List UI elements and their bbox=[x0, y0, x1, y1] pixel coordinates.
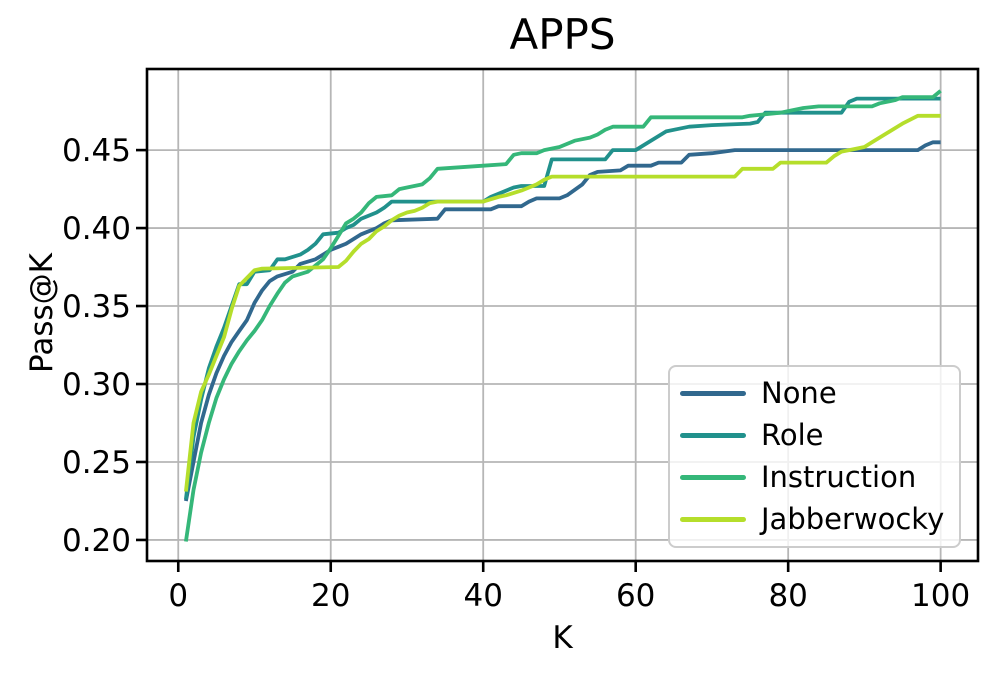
y-tick-label: 0.40 bbox=[62, 211, 131, 247]
chart-title: APPS bbox=[509, 10, 616, 59]
curve-instruction bbox=[184, 89, 942, 542]
legend-item-label: None bbox=[761, 376, 837, 411]
x-axis-label: K bbox=[552, 620, 573, 656]
legend: None Role Instruction Jabberwocky bbox=[668, 365, 961, 548]
legend-item-instruction: Instruction bbox=[680, 457, 953, 497]
x-tick-label: 60 bbox=[616, 578, 655, 614]
y-axis-label: Pass@K bbox=[24, 253, 60, 373]
y-tick-label: 0.20 bbox=[62, 523, 131, 559]
legend-item-label: Role bbox=[761, 418, 824, 453]
legend-swatch-icon bbox=[680, 391, 746, 397]
y-tick-label: 0.25 bbox=[62, 445, 131, 481]
y-tick-label: 0.30 bbox=[62, 367, 131, 403]
legend-item-none: None bbox=[680, 374, 953, 414]
x-tick-label: 100 bbox=[911, 578, 970, 614]
axes-spines bbox=[145, 67, 980, 563]
y-tick-label: 0.35 bbox=[62, 289, 131, 325]
legend-swatch-icon bbox=[680, 474, 746, 480]
x-tick-label: 80 bbox=[768, 578, 807, 614]
x-tick-label: 40 bbox=[463, 578, 502, 614]
legend-item-label: Instruction bbox=[761, 459, 917, 494]
legend-item-jabberwocky: Jabberwocky bbox=[680, 499, 953, 539]
legend-swatch-icon bbox=[680, 433, 746, 439]
y-tick-label: 0.45 bbox=[62, 133, 131, 169]
x-tick-label: 20 bbox=[311, 578, 350, 614]
legend-swatch-icon bbox=[680, 516, 746, 522]
legend-item-role: Role bbox=[680, 416, 953, 456]
curve-jabberwocky bbox=[184, 113, 941, 492]
x-tick-label: 0 bbox=[168, 578, 188, 614]
legend-item-label: Jabberwocky bbox=[761, 501, 945, 536]
